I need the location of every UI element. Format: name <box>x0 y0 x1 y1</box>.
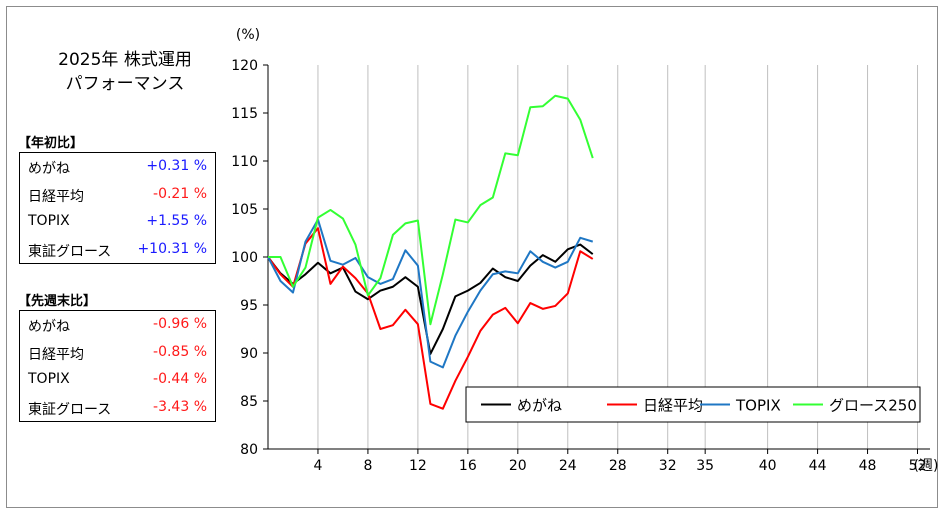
row-name: TOPIX <box>28 213 70 229</box>
row-name: 日経平均 <box>28 346 84 363</box>
x-tick-label: 35 <box>696 458 714 474</box>
x-tick-label: 40 <box>759 458 777 474</box>
row-value: +10.31 % <box>137 240 207 257</box>
legend-label: めがね <box>517 397 562 415</box>
series-line <box>268 94 594 326</box>
wow-row: 東証グロース -3.43 % <box>20 394 215 422</box>
row-value: -0.96 % <box>153 316 207 332</box>
ytd-row: 東証グロース +10.31 % <box>20 236 215 264</box>
x-tick-label: 44 <box>809 458 827 474</box>
legend-label: グロース250 <box>829 397 917 415</box>
row-value: +0.31 % <box>146 158 207 174</box>
x-tick-label: 20 <box>509 458 527 474</box>
ytd-row: めがね +0.31 % <box>20 153 215 181</box>
x-tick-label: 48 <box>859 458 877 474</box>
chart-title: 2025年 株式運用 パフォーマンス <box>40 48 210 96</box>
y-tick-label: 85 <box>240 394 258 410</box>
row-value: -3.43 % <box>153 398 207 415</box>
x-tick-label: 4 <box>314 458 323 474</box>
y-tick-label: 110 <box>231 154 258 170</box>
row-value: -0.21 % <box>153 185 207 202</box>
x-tick-label: 32 <box>659 458 677 474</box>
y-tick-label: 115 <box>231 106 258 122</box>
ytd-row: TOPIX +1.55 % <box>20 208 215 236</box>
x-tick-label: 52 <box>909 458 927 474</box>
x-axis-label: (週) <box>914 458 939 474</box>
row-name: 日経平均 <box>28 188 84 205</box>
series-line <box>267 218 594 369</box>
legend-label: TOPIX <box>735 397 781 415</box>
y-tick-label: 95 <box>240 298 258 314</box>
x-tick-label: 12 <box>409 458 427 474</box>
title-line-1: 2025年 株式運用 <box>58 50 192 70</box>
y-tick-label: 120 <box>231 58 258 74</box>
y-axis-label: (%) <box>236 27 260 43</box>
row-name: めがね <box>28 319 70 335</box>
series-line <box>267 227 594 410</box>
x-tick-label: 8 <box>363 458 372 474</box>
x-tick-label: 28 <box>609 458 627 474</box>
wow-row: 日経平均 -0.85 % <box>20 339 215 367</box>
wow-heading: 【先週末比】 <box>18 294 97 309</box>
wow-table: めがね -0.96 % 日経平均 -0.85 % TOPIX -0.44 % 東証グロ… <box>19 310 216 422</box>
wow-row: TOPIX -0.44 % <box>20 366 215 394</box>
y-tick-label: 100 <box>231 250 258 266</box>
ytd-heading: 【年初比】 <box>18 136 84 151</box>
ytd-row: 日経平均 -0.21 % <box>20 181 215 209</box>
row-value: +1.55 % <box>146 213 207 229</box>
row-name: 東証グロース <box>28 401 112 418</box>
wow-row: めがね -0.96 % <box>20 311 215 339</box>
legend-label: 日経平均 <box>643 397 703 415</box>
row-name: 東証グロース <box>28 243 112 260</box>
ytd-table: めがね +0.31 % 日経平均 -0.21 % TOPIX +1.55 % 東証グロ… <box>19 152 216 264</box>
row-name: めがね <box>28 161 70 177</box>
row-value: -0.44 % <box>153 371 207 387</box>
title-line-2: パフォーマンス <box>65 74 185 94</box>
y-tick-label: 105 <box>231 202 258 218</box>
row-value: -0.85 % <box>153 343 207 360</box>
series-line <box>267 243 594 355</box>
x-tick-label: 16 <box>459 458 477 474</box>
row-name: TOPIX <box>28 371 70 387</box>
legend-box <box>465 386 921 423</box>
y-tick-label: 80 <box>240 442 258 458</box>
y-tick-label: 90 <box>240 346 258 362</box>
x-tick-label: 24 <box>559 458 577 474</box>
